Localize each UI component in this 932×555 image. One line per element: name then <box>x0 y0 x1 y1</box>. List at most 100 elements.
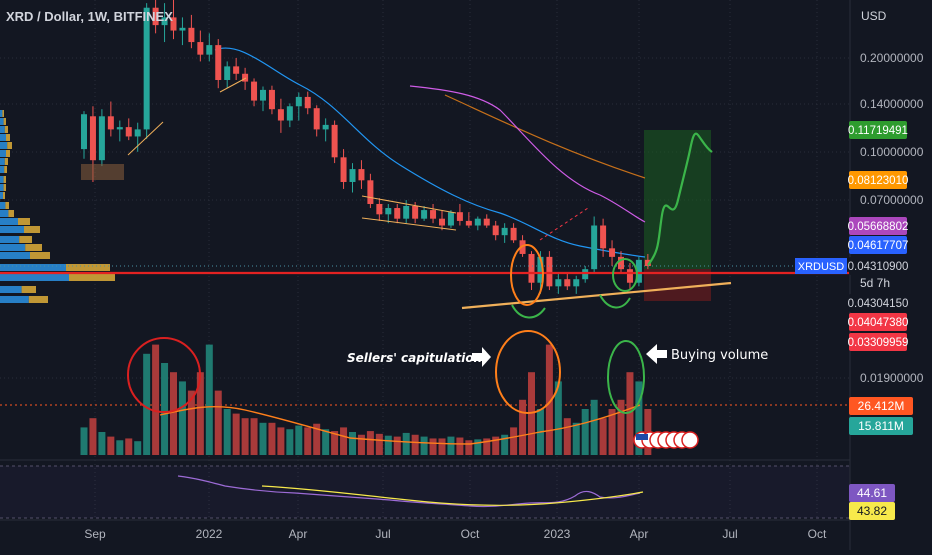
volume-profile-bar <box>0 134 6 141</box>
candle-body <box>528 253 535 283</box>
candle-body <box>161 17 168 26</box>
wedge-upper-line <box>361 195 457 214</box>
volume-bar <box>545 344 553 455</box>
candle-body <box>465 220 472 226</box>
price-tick-label: 0.10000000 <box>860 145 924 159</box>
candle-body <box>537 256 544 283</box>
candle-body <box>609 248 616 257</box>
candle-body <box>358 169 365 181</box>
volume-bar <box>187 390 195 455</box>
price-badge-bg <box>849 257 907 275</box>
volume-profile-bar <box>6 134 10 141</box>
time-axis-label: 2023 <box>544 527 571 541</box>
volume-bar <box>214 390 222 455</box>
candle-body <box>81 114 87 150</box>
candle-body <box>98 116 105 161</box>
volume-bar <box>501 434 509 455</box>
price-ticks: 0.20000000 0.14000000 0.10000000 0.07000000… <box>860 51 924 385</box>
time-axis-label: 2022 <box>196 527 223 541</box>
volume-bar <box>474 439 482 455</box>
candle-body <box>134 129 141 137</box>
countdown-label: 5d 7h <box>860 276 890 290</box>
candle-body <box>349 169 356 182</box>
volume-badge-bg <box>849 397 913 415</box>
volume-bar <box>241 418 249 455</box>
candle-body <box>394 208 401 219</box>
time-axis-label: Sep <box>84 527 106 541</box>
volume-profile-bar <box>3 118 6 125</box>
candle-body <box>304 96 311 109</box>
chart-title: XRD / Dollar, 1W, BITFINEX <box>6 9 173 24</box>
candle-body <box>233 66 240 74</box>
volume-profile-bar <box>28 296 48 303</box>
candle-body <box>439 218 445 226</box>
candle-body <box>421 210 428 219</box>
candle-body <box>385 208 392 215</box>
trend-line-2022 <box>219 77 247 93</box>
candle-body <box>546 256 553 287</box>
volume-profile-bar <box>3 176 6 183</box>
candle-body <box>573 279 580 287</box>
volume-bar <box>599 418 607 455</box>
volume-bar <box>89 418 97 455</box>
volume-bar <box>349 432 356 455</box>
volume-profile-bar <box>0 176 4 183</box>
volume-bar <box>617 399 625 455</box>
volume-profile-bar <box>69 274 115 281</box>
candle-body <box>215 45 222 80</box>
volume-profile-bar <box>0 252 30 259</box>
dashed-trend-line <box>539 207 589 241</box>
green-smile-2 <box>599 294 631 309</box>
rsi-badge-bg <box>849 484 895 502</box>
volume-bar <box>232 413 240 455</box>
event-flag[interactable] <box>681 431 699 449</box>
rsi-trend-line <box>261 485 644 506</box>
candle-body <box>206 45 213 55</box>
candles <box>81 0 651 294</box>
candle-body <box>179 27 186 31</box>
volume-profile-bar <box>0 118 4 125</box>
volume-bar <box>608 409 616 455</box>
volume-profile-bar <box>0 274 69 281</box>
candle-body <box>89 116 96 161</box>
volume-bar <box>635 381 643 455</box>
volume-profile-bar <box>0 244 26 251</box>
volume-profile-bar <box>0 286 22 293</box>
candle-body <box>456 212 463 221</box>
volume-profile-bar <box>0 296 29 303</box>
volume-bar <box>519 399 527 455</box>
volume-profile-bar <box>7 142 12 149</box>
price-badge-label: 0.04617707 <box>848 240 909 252</box>
volume-bar <box>277 427 285 455</box>
price-tick-label: 0.14000000 <box>860 97 924 111</box>
volume-bar <box>178 381 186 455</box>
candle-body <box>152 7 159 26</box>
volume-bar <box>456 437 464 455</box>
candle-body <box>260 89 266 101</box>
time-axis-label: Oct <box>808 527 827 541</box>
orange-circle-volume <box>495 330 561 414</box>
symbol-label: XRDUSD <box>798 261 845 273</box>
time-axis-label: Oct <box>461 527 480 541</box>
volume-bar <box>286 429 294 455</box>
volume-bar <box>554 381 562 455</box>
volume-badges: 26.412M 15.811M <box>849 397 913 435</box>
volume-bar <box>366 431 374 455</box>
volume-bars <box>80 344 652 455</box>
price-tick-label: 0.20000000 <box>860 51 924 65</box>
volume-profile-bar <box>19 236 32 243</box>
volume-bar <box>125 438 133 455</box>
candle-body <box>116 127 123 130</box>
volume-bar <box>196 372 204 455</box>
volume-profile-bar <box>0 184 4 191</box>
time-axis-label: Jul <box>375 527 390 541</box>
volume-bar <box>143 353 151 455</box>
volume-bar <box>205 344 213 455</box>
volume-profile-bar <box>5 202 9 209</box>
volume-bar <box>107 436 115 455</box>
volume-profile-bar <box>3 184 6 191</box>
volume-profile-bar <box>4 166 7 173</box>
orange-circle-price <box>510 244 544 306</box>
volume-bar <box>626 372 634 455</box>
